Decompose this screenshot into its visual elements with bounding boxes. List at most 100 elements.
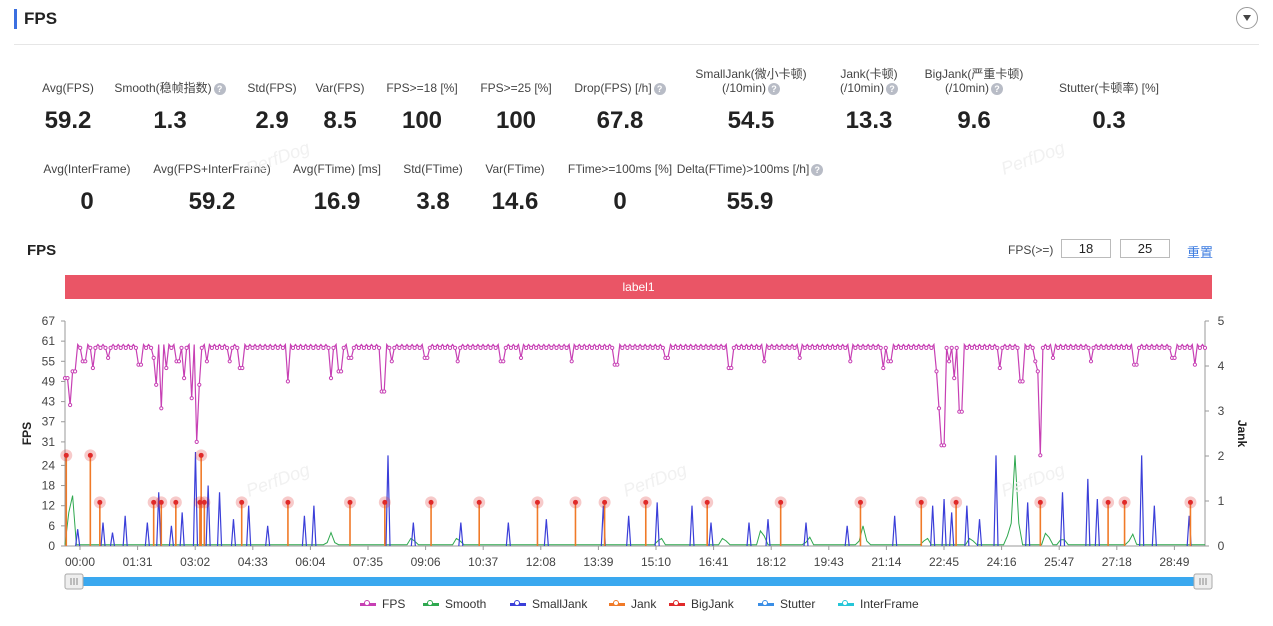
series-fps-point xyxy=(270,345,275,351)
series-fps-point xyxy=(1192,362,1198,367)
help-icon[interactable]: ? xyxy=(213,82,226,95)
series-fps-point xyxy=(508,345,513,351)
legend-label: InterFrame xyxy=(860,597,919,611)
series-smalljank-spike xyxy=(1139,455,1145,547)
stat-stats_row1-9: BigJank(严重卡顿) (/10min)? 9.6 xyxy=(894,67,1054,135)
legend-item-stutter[interactable]: Stutter xyxy=(758,597,815,611)
series-fps-point xyxy=(909,345,914,351)
series-fps-point xyxy=(326,345,331,351)
series-fps-point xyxy=(954,345,959,351)
series-fps-point xyxy=(620,345,625,351)
series-smalljank-spike xyxy=(941,498,947,547)
stat-label: Jank(卡顿) (/10min)? xyxy=(839,67,898,95)
stat-value: 14.6 xyxy=(491,188,539,215)
series-fps-point xyxy=(1038,453,1043,458)
stat-value: 8.5 xyxy=(323,107,357,134)
y-left-tick-label: 24 xyxy=(42,458,56,472)
series-fps-point xyxy=(1081,345,1086,351)
series-smalljank-spike xyxy=(75,529,81,547)
legend-item-bigjank[interactable]: BigJank xyxy=(669,597,734,611)
threshold-input-1[interactable]: 18 xyxy=(1061,239,1111,258)
series-bigjank-point xyxy=(534,499,540,505)
help-icon[interactable]: ? xyxy=(811,163,824,176)
series-fps-point xyxy=(311,345,316,351)
zoom-slider-track[interactable] xyxy=(65,577,1212,586)
legend-item-smalljank[interactable]: SmallJank xyxy=(510,597,587,611)
label-band[interactable]: label1 xyxy=(65,275,1212,299)
series-smalljank-spike xyxy=(689,505,695,547)
series-smalljank-spike xyxy=(930,505,936,547)
series-smalljank-spike xyxy=(654,502,660,547)
series-fps-point xyxy=(947,359,952,364)
y-left-tick-label: 61 xyxy=(42,334,56,348)
series-fps-point xyxy=(1111,345,1116,351)
stat-value: 3.8 xyxy=(416,188,450,215)
series-smalljank-spike xyxy=(803,522,809,547)
series-fps-point xyxy=(691,345,696,351)
series-fps-point xyxy=(501,359,506,364)
series-fps-point xyxy=(437,345,442,351)
series-fps-point xyxy=(407,345,412,351)
series-smalljank-spike xyxy=(100,522,106,547)
series-fps-point xyxy=(488,345,493,351)
stat-stats_row1-0: Avg(FPS) 59.2 xyxy=(0,81,148,135)
series-fps-point xyxy=(792,345,797,351)
y-left-tick-label: 6 xyxy=(48,519,55,533)
series-fps-point xyxy=(716,345,721,351)
help-icon[interactable]: ? xyxy=(768,82,780,95)
series-fps-point xyxy=(995,345,1000,351)
stat-label: Smooth(稳帧指数)? xyxy=(90,81,250,95)
series-smalljank-spike xyxy=(505,522,511,547)
stat-label: Var(FTime) xyxy=(485,162,545,176)
series-fps-point xyxy=(787,345,792,351)
series-fps-point xyxy=(1040,345,1046,351)
series-fps-point xyxy=(1187,345,1192,351)
series-fps-point xyxy=(594,345,600,351)
legend-item-interframe[interactable]: InterFrame xyxy=(838,597,919,611)
legend-item-smooth[interactable]: Smooth xyxy=(423,597,486,611)
series-fps-point xyxy=(189,396,194,401)
series-fps-point xyxy=(914,345,919,351)
help-icon[interactable]: ? xyxy=(991,82,1003,95)
x-tick-label: 06:04 xyxy=(295,555,325,569)
series-fps-point xyxy=(493,345,498,351)
series-smalljank-spike xyxy=(168,525,174,547)
series-bigjank-point xyxy=(918,499,924,505)
series-smalljank-spike xyxy=(311,505,317,547)
series-bigjank-point xyxy=(1105,499,1111,505)
help-icon[interactable]: ? xyxy=(886,82,898,95)
series-fps-point xyxy=(665,355,671,361)
series-fps-point xyxy=(1157,345,1162,351)
series-fps-point xyxy=(1134,362,1139,367)
series-fps-point xyxy=(366,345,372,351)
series-fps-point xyxy=(179,345,184,351)
threshold-input-2[interactable]: 25 xyxy=(1120,239,1170,258)
legend-item-jank[interactable]: Jank xyxy=(609,597,656,611)
series-fps-point xyxy=(331,345,336,351)
y-right-tick-label: 3 xyxy=(1218,404,1225,418)
legend-swatch-icon xyxy=(510,599,526,606)
legend-swatch-icon xyxy=(758,599,774,606)
series-fps-point xyxy=(1106,345,1111,351)
collapse-toggle-button[interactable] xyxy=(1236,7,1258,29)
series-bigjank-point xyxy=(602,499,608,505)
series-fps-point xyxy=(463,345,468,351)
help-icon[interactable]: ? xyxy=(653,82,666,95)
series-fps-point xyxy=(1101,345,1106,351)
watermark: PerfDog xyxy=(998,137,1068,179)
series-fps-point xyxy=(539,345,544,351)
series-fps-point xyxy=(285,379,290,384)
series-fps-point xyxy=(1076,345,1081,351)
series-fps-point xyxy=(721,345,726,351)
series-fps-point xyxy=(245,345,250,351)
series-fps-point xyxy=(382,389,387,394)
series-fps-point xyxy=(605,345,610,351)
stat-value: 13.3 xyxy=(845,107,893,134)
legend-item-fps[interactable]: FPS xyxy=(360,597,405,611)
series-fps-point xyxy=(133,345,138,351)
series-fps-point xyxy=(772,345,777,351)
series-fps-point xyxy=(149,345,154,351)
series-bigjank-point xyxy=(476,499,482,505)
reset-link[interactable]: 重置 xyxy=(1187,245,1214,260)
